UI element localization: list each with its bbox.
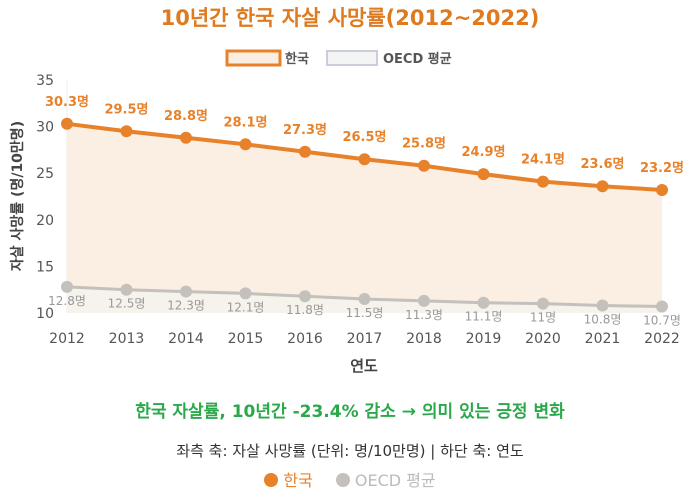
legend-item-oecd: OECD 평균	[335, 471, 436, 490]
summary-caption: 한국 자살률, 10년간 -23.4% 감소 → 의미 있는 긍정 변화	[135, 402, 565, 422]
x-tick-label: 2016	[287, 331, 323, 347]
x-tick-label: 2021	[585, 331, 621, 347]
x-tick-label: 2012	[49, 331, 85, 347]
data-label: 29.5명	[104, 101, 148, 117]
x-tick-label: 2018	[406, 331, 442, 347]
data-point	[656, 183, 668, 196]
x-tick-label: 2019	[466, 331, 502, 347]
data-point	[358, 293, 371, 306]
line-chart: 한국 OECD 평균 10 15 20 25 30 35 2012 2013 2014 2015 201…	[9, 49, 684, 375]
data-point	[120, 283, 133, 296]
x-tick-label: 2013	[109, 331, 145, 347]
data-point	[477, 296, 490, 309]
legend-label: OECD 평균	[354, 471, 436, 490]
data-label: 23.6명	[580, 156, 624, 172]
x-axis-label: 연도	[350, 357, 378, 375]
data-point	[299, 290, 311, 303]
data-label: 11.5명	[346, 306, 384, 320]
legend-label-oecd: OECD 평균	[383, 51, 452, 67]
legend-swatch-oecd	[326, 50, 378, 66]
x-tick-label: 2022	[644, 331, 680, 347]
data-point	[477, 168, 490, 181]
data-label: 25.8명	[402, 136, 446, 152]
series-area-0	[67, 123, 662, 313]
data-label: 11.8명	[286, 303, 324, 317]
data-label: 24.1명	[521, 152, 565, 168]
data-point	[537, 297, 549, 310]
y-tick-label: 25	[36, 166, 54, 182]
data-point	[358, 153, 371, 166]
legend-swatch-korea	[225, 49, 282, 67]
data-label: 28.1명	[223, 114, 267, 130]
data-point	[239, 138, 252, 151]
x-tick-label: 2017	[347, 331, 383, 347]
axis-note: 좌측 축: 자살 사망률 (단위: 명/10만명) | 하단 축: 연도	[176, 442, 524, 460]
bottom-legend: 한국 OECD 평균	[0, 467, 700, 491]
data-point	[180, 285, 192, 298]
y-tick-label: 10	[36, 306, 54, 322]
y-tick-label: 30	[36, 120, 54, 136]
data-point	[418, 159, 430, 172]
data-label: 26.5명	[342, 129, 386, 145]
y-tick-label: 35	[36, 73, 54, 89]
data-label: 12.1명	[227, 300, 265, 314]
x-tick-label: 2015	[228, 331, 264, 347]
data-label: 11명	[530, 311, 556, 325]
data-label: 11.1명	[465, 310, 503, 324]
x-tick-label: 2014	[168, 331, 204, 347]
data-point	[656, 300, 668, 313]
chart-title: 10년간 한국 자살 사망률(2012~2022)	[160, 6, 540, 30]
data-label: 12.8명	[48, 294, 86, 308]
legend-label-korea: 한국	[285, 51, 309, 67]
data-point	[61, 117, 73, 130]
korea-dot-icon	[264, 473, 279, 487]
y-tick-label: 20	[36, 213, 54, 229]
data-point	[596, 180, 609, 193]
data-label: 10.8명	[584, 313, 622, 327]
y-axis-label: 자살 사망률 (명/10만명)	[9, 121, 26, 271]
data-label: 30.3명	[45, 94, 89, 110]
data-point	[180, 131, 192, 144]
data-label: 11.3명	[405, 308, 443, 322]
data-point	[120, 125, 133, 138]
data-label: 12.5명	[108, 297, 146, 311]
legend-item-korea: 한국	[264, 471, 313, 490]
data-point	[418, 294, 430, 307]
y-tick-label: 15	[36, 259, 54, 275]
x-tick-label: 2020	[525, 331, 561, 347]
data-label: 28.8명	[164, 108, 208, 124]
data-point	[61, 280, 73, 293]
data-label: 24.9명	[461, 144, 505, 160]
data-point	[239, 287, 252, 300]
data-label: 12.3명	[167, 299, 205, 313]
data-point	[299, 145, 311, 158]
legend-label: 한국	[283, 471, 313, 490]
data-point	[537, 175, 549, 188]
oecd-dot-icon	[335, 473, 350, 487]
data-label: 27.3명	[283, 122, 327, 138]
data-label: 23.2명	[640, 160, 684, 176]
data-point	[596, 299, 609, 312]
data-label: 10.7명	[643, 313, 681, 327]
